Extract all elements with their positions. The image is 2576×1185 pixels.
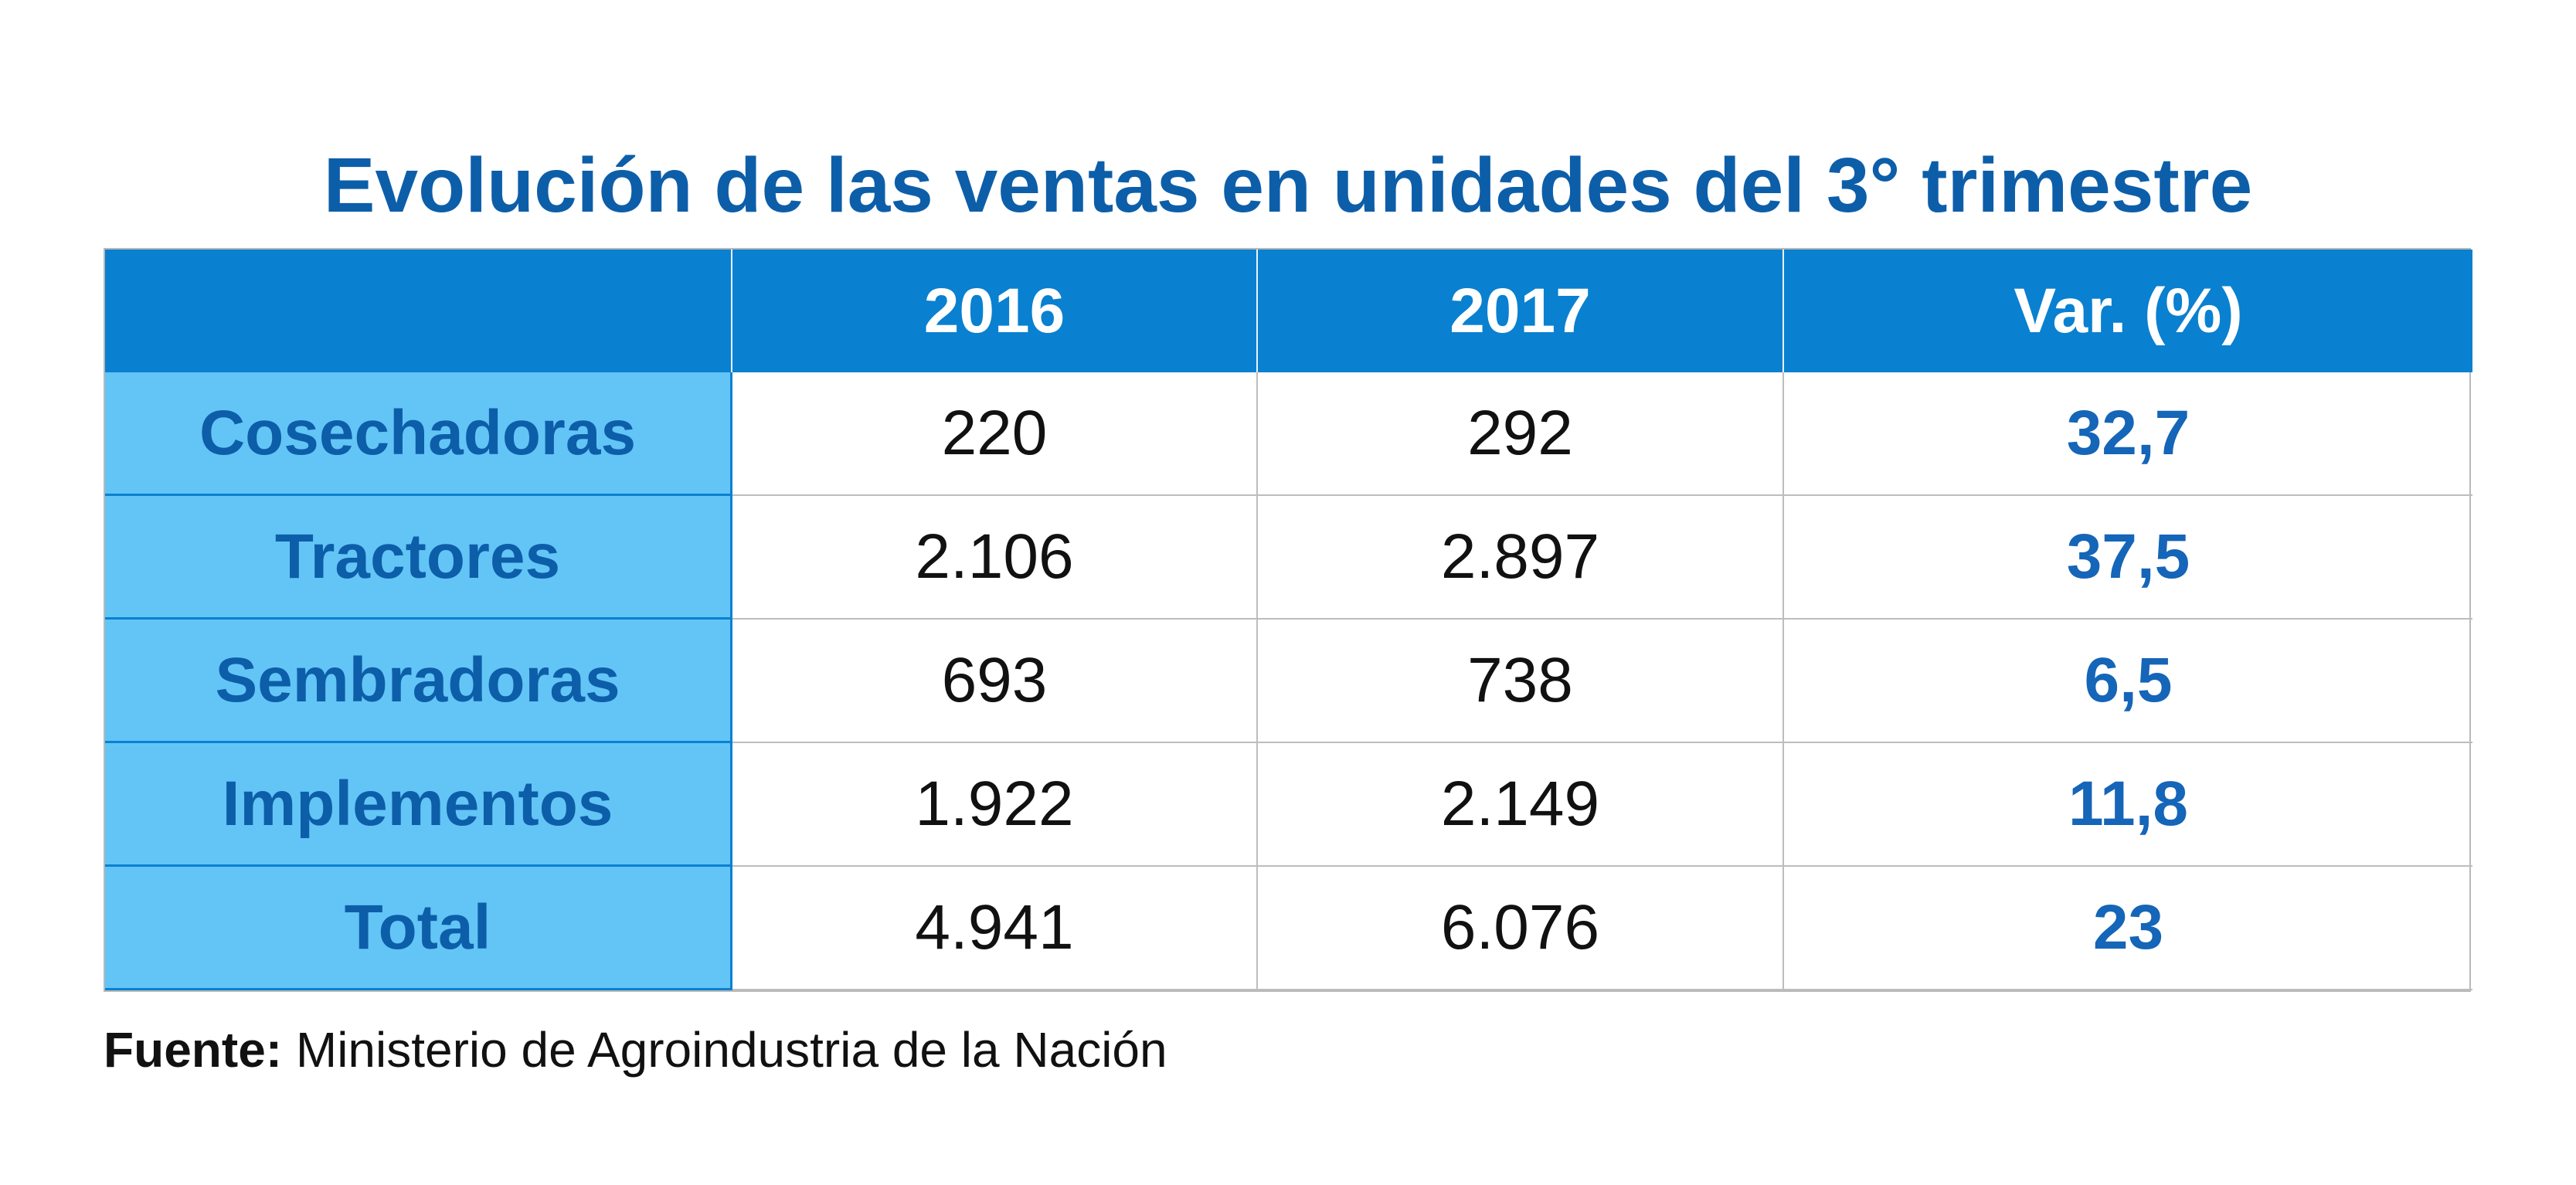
row-header: Tractores [105,496,732,620]
source-text: Ministerio de Agroindustria de la Nación [295,1022,1167,1078]
value-cell: 1.922 [732,743,1258,867]
value-cell: 2.106 [732,496,1258,620]
row-header: Implementos [105,743,732,867]
value-cell: 2.897 [1258,496,1784,620]
table: 2016 2017 Var. (%) Cosechadoras 220 292 32,7 Tr… [104,248,2472,992]
value-cell: 6.076 [1258,867,1784,990]
value-cell: 693 [732,620,1258,743]
variation-cell: 11,8 [1784,743,2472,867]
header-corner [105,250,732,372]
value-cell: 2.149 [1258,743,1784,867]
value-cell: 738 [1258,620,1784,743]
variation-cell: 6,5 [1784,620,2472,743]
row-header: Sembradoras [105,620,732,743]
value-cell: 4.941 [732,867,1258,990]
column-header: 2017 [1258,250,1784,372]
source-label: Fuente: [104,1022,283,1078]
value-cell: 220 [732,372,1258,496]
variation-cell: 37,5 [1784,496,2472,620]
row-header: Total [105,867,732,990]
row-header: Cosechadoras [105,372,732,496]
variation-cell: 23 [1784,867,2472,990]
variation-cell: 32,7 [1784,372,2472,496]
title: Evolución de las ventas en unidades del … [323,142,2253,229]
column-header: 2016 [732,250,1258,372]
value-cell: 292 [1258,372,1784,496]
column-header: Var. (%) [1784,250,2472,372]
source: Fuente: Ministerio de Agroindustria de l… [104,1021,1167,1078]
